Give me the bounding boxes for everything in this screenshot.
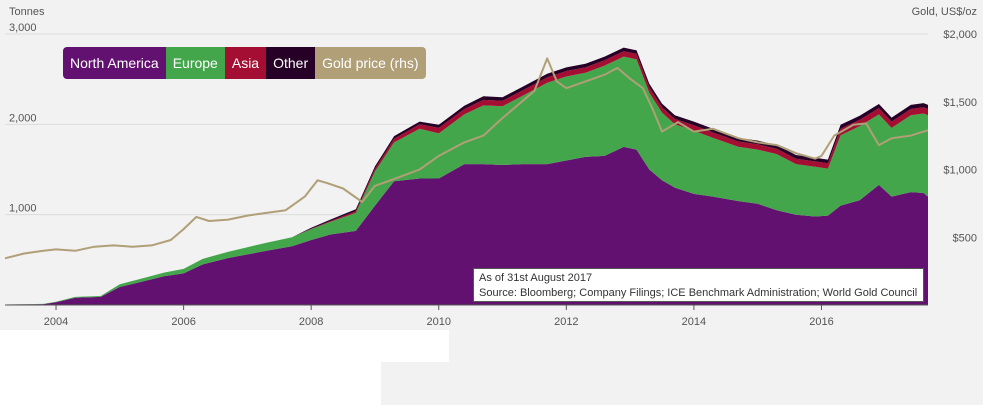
area-north-america [5, 146, 928, 305]
legend-label: North America [70, 55, 159, 71]
source-text: Source: Bloomberg; Company Filings; ICE … [479, 287, 918, 299]
stacked-areas [5, 47, 928, 305]
right-tick-label: $1,500 [943, 97, 977, 109]
area-europe [5, 56, 928, 305]
x-tick-label: 2004 [44, 316, 68, 328]
x-tick-label: 2016 [809, 316, 833, 328]
legend-item-europe[interactable]: Europe [165, 47, 225, 79]
left-tick-label: 2,000 [9, 112, 37, 124]
x-tick-label: 2012 [554, 316, 578, 328]
legend-label: Other [273, 55, 309, 71]
left-axis-ticks: 3,000 2,000 1,000 [9, 22, 37, 215]
blank-panel-top [0, 330, 449, 362]
gold-price-series [4, 57, 929, 260]
x-axis-ticks: 2004 2006 2008 2010 2012 2014 2016 [44, 305, 834, 328]
legend-item-gold-price-rhs[interactable]: Gold price (rhs) [315, 47, 426, 79]
left-tick-label: 1,000 [9, 203, 37, 215]
legend-label: Asia [231, 55, 260, 71]
left-tick-label: 3,000 [9, 22, 37, 34]
right-axis-ticks: $2,000 $1,500 $1,000 $500 [943, 29, 977, 244]
as-of-date: As of 31st August 2017 [479, 272, 593, 284]
x-tick-label: 2010 [427, 316, 451, 328]
x-tick-label: 2006 [171, 316, 195, 328]
source-annotation: As of 31st August 2017 Source: Bloomberg… [473, 268, 924, 302]
blank-panel-bottom [0, 362, 381, 405]
left-axis-label: Tonnes [9, 6, 45, 18]
legend-label: Europe [172, 55, 218, 71]
x-tick-label: 2014 [682, 316, 706, 328]
right-tick-label: $2,000 [943, 29, 977, 41]
right-tick-label: $1,000 [943, 165, 977, 177]
legend-item-asia[interactable]: Asia [224, 47, 267, 79]
chart-legend: North America Europe Asia Other Gold price (… [63, 47, 426, 79]
gold-price-line [4, 57, 929, 260]
legend-item-north-america[interactable]: North America [63, 47, 166, 79]
legend-label: Gold price (rhs) [322, 55, 419, 71]
right-axis-label: Gold, US$/oz [912, 6, 977, 18]
x-tick-label: 2008 [299, 316, 323, 328]
right-tick-label: $500 [953, 232, 977, 244]
legend-item-other[interactable]: Other [266, 47, 316, 79]
